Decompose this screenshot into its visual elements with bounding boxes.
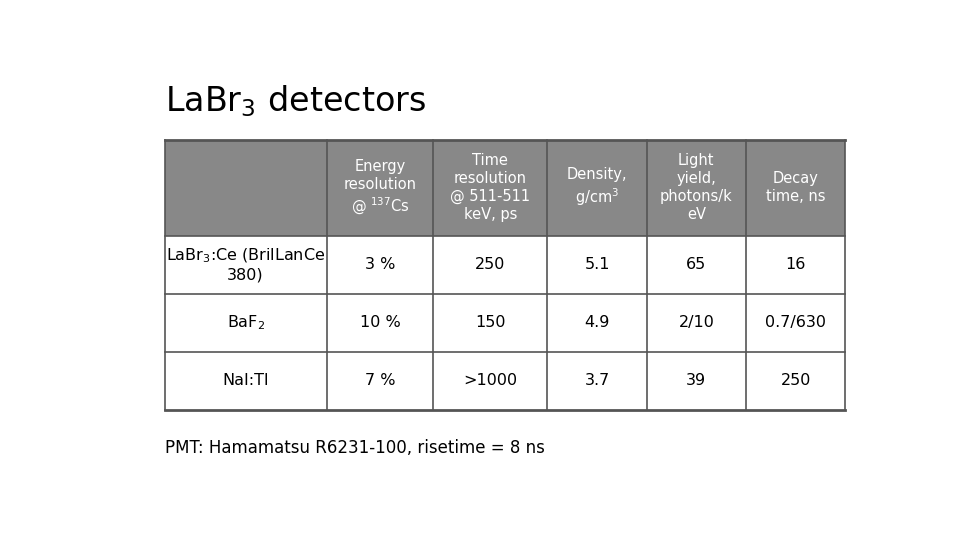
Text: Decay
time, ns: Decay time, ns	[766, 171, 826, 204]
Text: Density,
g/cm$^{3}$: Density, g/cm$^{3}$	[566, 167, 627, 208]
Text: Time
resolution
@ 511-511
keV, ps: Time resolution @ 511-511 keV, ps	[450, 153, 530, 222]
Text: LaBr$_3$ detectors: LaBr$_3$ detectors	[165, 84, 425, 119]
Text: 3.7: 3.7	[585, 373, 610, 388]
Text: BaF$_2$: BaF$_2$	[227, 313, 265, 332]
Text: PMT: Hamamatsu R6231-100, risetime = 8 ns: PMT: Hamamatsu R6231-100, risetime = 8 n…	[165, 439, 544, 457]
Text: 150: 150	[475, 315, 506, 330]
Text: 3 %: 3 %	[365, 257, 396, 272]
Text: 10 %: 10 %	[360, 315, 400, 330]
Text: 2/10: 2/10	[679, 315, 714, 330]
Text: 7 %: 7 %	[365, 373, 396, 388]
Text: Energy
resolution
@ $^{137}$Cs: Energy resolution @ $^{137}$Cs	[344, 159, 417, 217]
Text: 250: 250	[780, 373, 811, 388]
Text: 5.1: 5.1	[585, 257, 610, 272]
Text: 39: 39	[686, 373, 707, 388]
Text: 250: 250	[475, 257, 506, 272]
Text: Light
yield,
photons/k
eV: Light yield, photons/k eV	[660, 153, 732, 222]
Text: 0.7/630: 0.7/630	[765, 315, 827, 330]
Text: NaI:Tl: NaI:Tl	[223, 373, 269, 388]
Text: 16: 16	[785, 257, 805, 272]
Text: >1000: >1000	[464, 373, 517, 388]
Text: 4.9: 4.9	[585, 315, 610, 330]
Text: LaBr$_3$:Ce (BrilLanCe
380): LaBr$_3$:Ce (BrilLanCe 380)	[166, 246, 325, 283]
Text: 65: 65	[686, 257, 707, 272]
